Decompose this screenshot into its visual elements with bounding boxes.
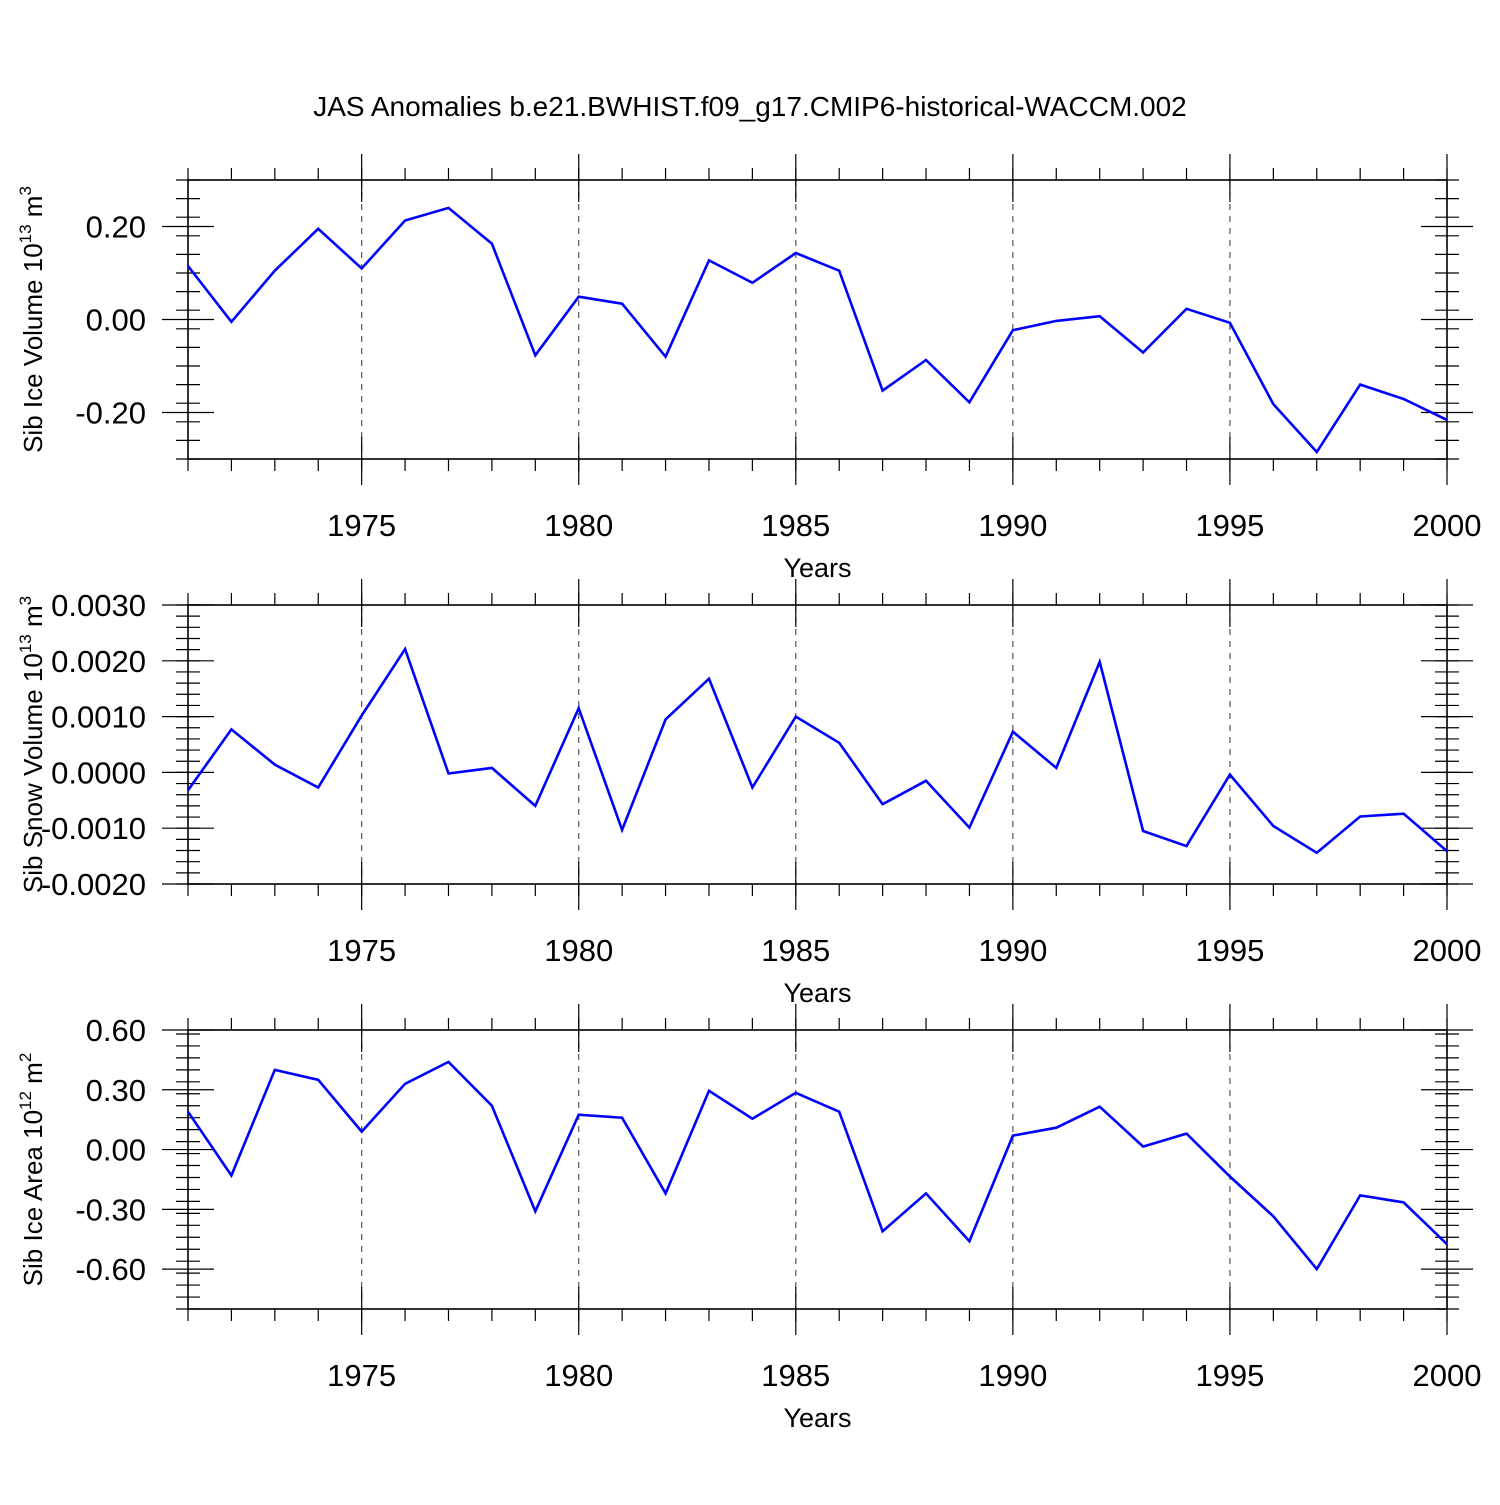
y-axis-title-part: m	[18, 605, 48, 634]
y-axis-title-part: Sib Snow Volume 10	[18, 653, 48, 893]
x-tick-label: 1995	[1195, 1358, 1264, 1393]
y-tick-label: 0.00	[86, 1133, 146, 1168]
plot-frame	[187, 604, 1448, 885]
x-axis-title: Years	[783, 1403, 851, 1433]
x-tick-label: 1980	[544, 508, 613, 543]
x-tick-label: 1995	[1195, 933, 1264, 968]
y-axis-title-superscript: 12	[16, 1091, 35, 1110]
y-axis-title-superscript: 3	[16, 186, 35, 195]
y-tick-label: 0.30	[86, 1073, 146, 1108]
x-tick-label: 1975	[327, 933, 396, 968]
y-axis-title-part: m	[18, 1062, 48, 1091]
x-axis-title: Years	[783, 978, 851, 1008]
chart-panel-2: 0.0030 0.0020 0.0010 0.0000 -0.0010 -0.0020 19…	[16, 579, 1481, 1008]
y-axis-title-part: Sib Ice Area 10	[18, 1110, 48, 1286]
series-line	[186, 646, 1448, 855]
y-tick-label: 0.0030	[51, 588, 146, 623]
chart-title: JAS Anomalies b.e21.BWHIST.f09_g17.CMIP6…	[313, 91, 1187, 122]
y-tick-label: -0.60	[75, 1252, 146, 1287]
x-tick-label: 2000	[1413, 933, 1482, 968]
chart-panel-1: 0.20 0.00 -0.20 1975 1980 1985 1990 1995 2000 Yea…	[16, 154, 1481, 583]
y-tick-label: 0.0000	[51, 755, 146, 790]
y-tick-label: 0.0020	[51, 644, 146, 679]
x-tick-label: 1985	[761, 933, 830, 968]
y-tick-label: -0.0010	[41, 811, 146, 846]
y-tick-label: 0.20	[86, 210, 146, 245]
y-axis-title-superscript: 13	[16, 224, 35, 243]
series-line	[186, 206, 1448, 455]
x-tick-label: 1980	[544, 1358, 613, 1393]
x-tick-label: 1980	[544, 933, 613, 968]
y-tick-label: 0.0010	[51, 700, 146, 735]
y-tick-label: -0.20	[75, 396, 146, 431]
x-tick-label: 1975	[327, 1358, 396, 1393]
x-tick-label: 1975	[327, 508, 396, 543]
y-axis-title-superscript: 13	[16, 634, 35, 653]
plot-frame	[187, 1029, 1448, 1310]
y-axis-title: Sib Ice Area 1012 m2	[16, 1053, 48, 1287]
x-tick-label: 1990	[978, 933, 1047, 968]
y-axis-title-superscript: 2	[16, 1053, 35, 1062]
series-line	[186, 1060, 1448, 1272]
y-tick-label: 0.60	[86, 1013, 146, 1048]
x-tick-label: 1990	[978, 1358, 1047, 1393]
y-axis-title-superscript: 3	[16, 596, 35, 605]
y-tick-label: -0.0020	[41, 867, 146, 902]
x-tick-label: 1995	[1195, 508, 1264, 543]
y-axis-title-part: m	[18, 196, 48, 225]
y-axis-title: Sib Ice Volume 1013 m3	[16, 186, 48, 453]
x-tick-label: 1985	[761, 508, 830, 543]
x-tick-label: 2000	[1413, 1358, 1482, 1393]
y-tick-label: -0.30	[75, 1192, 146, 1227]
plot-frame	[187, 179, 1448, 460]
x-tick-label: 1985	[761, 1358, 830, 1393]
y-axis-title: Sib Snow Volume 1013 m3	[16, 596, 48, 893]
x-tick-label: 2000	[1413, 508, 1482, 543]
y-tick-label: 0.00	[86, 303, 146, 338]
x-tick-label: 1990	[978, 508, 1047, 543]
y-axis-title-part: Sib Ice Volume 10	[18, 243, 48, 453]
x-axis-title: Years	[783, 553, 851, 583]
chart-panel-3: 0.60 0.30 0.00 -0.30 -0.60 1975 1980 1985 1990 19…	[16, 1004, 1481, 1433]
